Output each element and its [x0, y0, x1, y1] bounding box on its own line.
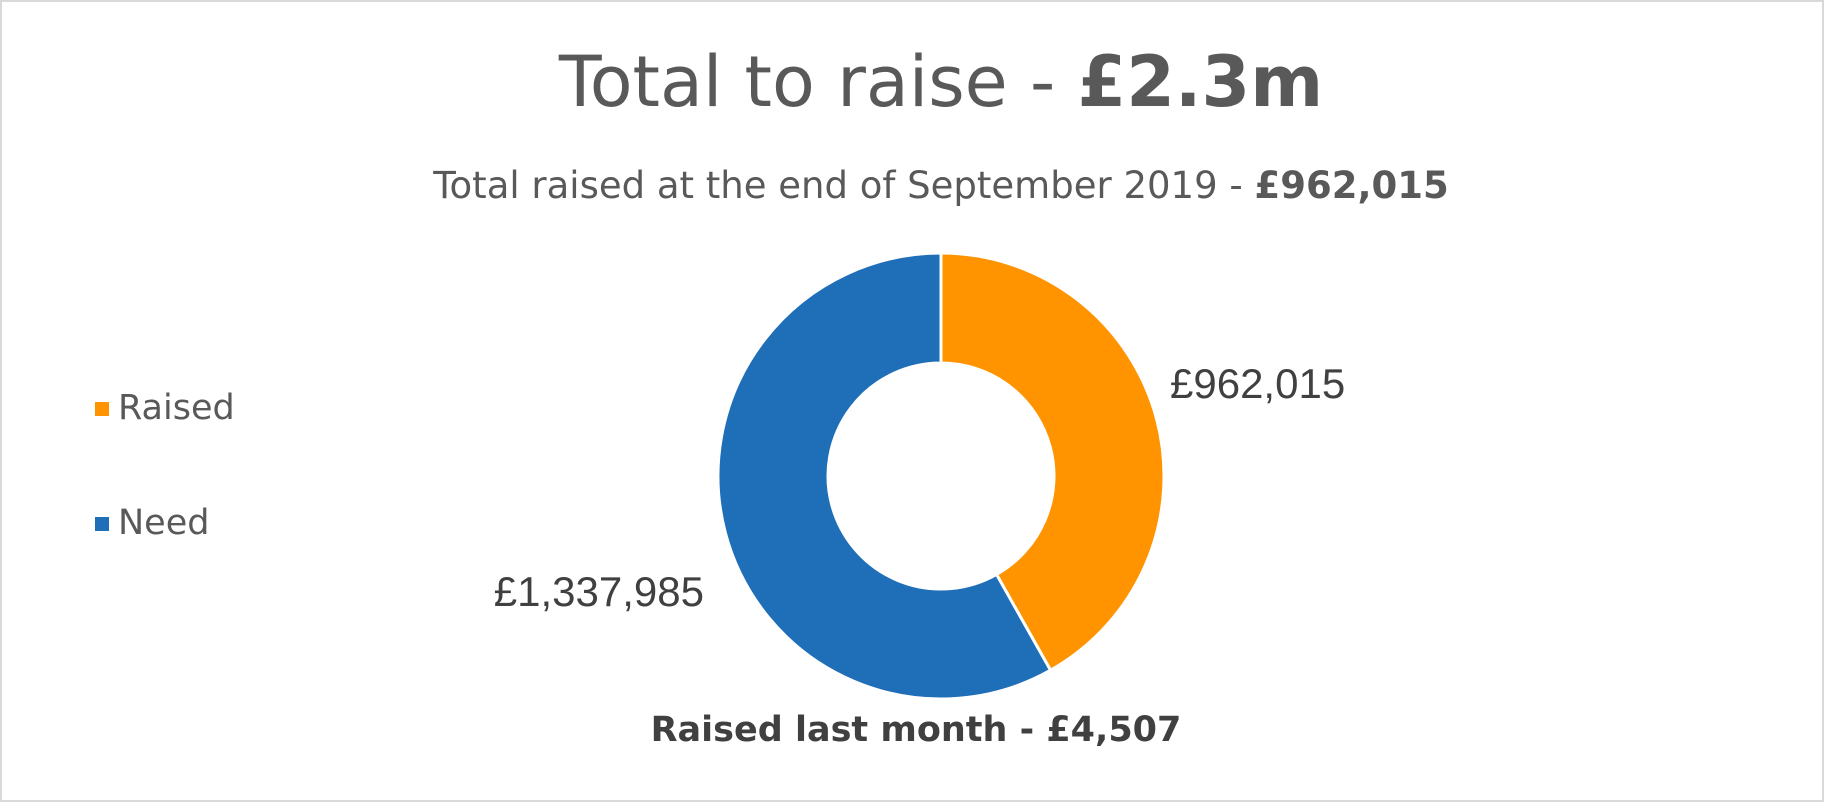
subtitle-text: Total raised at the end of September 201…: [432, 164, 1254, 207]
legend-swatch: [95, 402, 109, 416]
chart-title: Total to raise - £2.3m: [558, 41, 1323, 123]
legend-label: Need: [118, 503, 209, 543]
data-label: £962,015: [1170, 360, 1345, 407]
annotation: Raised last month - £4,507: [651, 710, 1182, 750]
chart-subtitle: Total raised at the end of September 201…: [432, 164, 1449, 207]
donut-slice: [716, 251, 1053, 701]
title-bold: £2.3m: [1078, 41, 1324, 123]
legend-swatch: [95, 517, 109, 531]
subtitle-bold: £962,015: [1254, 164, 1448, 207]
plot-area: £962,015 Raised £1,337,985 Need: [95, 251, 1345, 701]
donut-slice: [939, 251, 1166, 673]
data-label: £1,337,985: [494, 568, 704, 615]
legend-label: Raised: [118, 388, 235, 428]
title-text: Total to raise -: [558, 41, 1078, 123]
